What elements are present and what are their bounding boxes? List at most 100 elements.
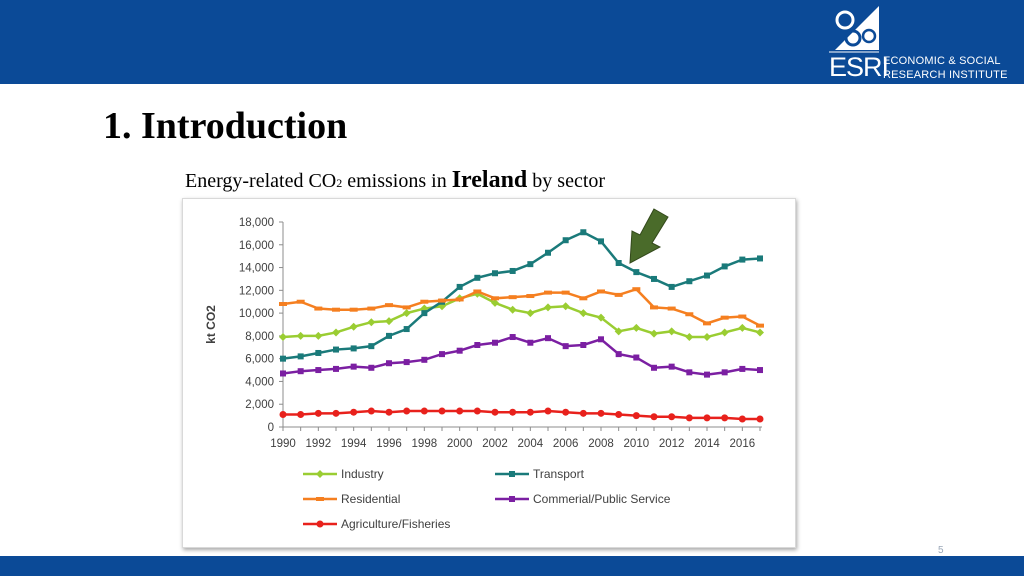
data-point-commerial-public-service	[456, 347, 463, 354]
data-point-transport	[421, 310, 428, 317]
data-point-agriculture-fisheries	[632, 412, 640, 420]
data-point-agriculture-fisheries	[738, 415, 746, 423]
y-tick-label: 0	[268, 422, 274, 434]
legend-marker-industry	[316, 470, 324, 478]
page-number: 5	[938, 545, 944, 556]
legend-label-residential: Residential	[341, 492, 400, 506]
data-point-commerial-public-service	[651, 364, 657, 371]
data-point-transport	[333, 346, 339, 353]
x-tick-label: 2000	[447, 438, 473, 450]
data-point-commerial-public-service	[333, 365, 339, 372]
data-point-commerial-public-service	[757, 367, 763, 374]
data-point-transport	[527, 261, 534, 268]
x-tick-label: 2010	[624, 438, 650, 450]
logo-emblem-icon	[829, 6, 879, 53]
data-point-agriculture-fisheries	[491, 408, 499, 416]
data-point-agriculture-fisheries	[703, 414, 711, 422]
data-point-commerial-public-service	[280, 370, 286, 377]
y-tick-label: 4,000	[245, 376, 274, 388]
data-point-commerial-public-service	[721, 369, 728, 376]
data-point-agriculture-fisheries	[279, 410, 287, 418]
x-tick-label: 2004	[518, 438, 544, 450]
data-point-agriculture-fisheries	[579, 409, 587, 417]
data-point-industry	[650, 329, 658, 338]
data-point-commerial-public-service	[562, 343, 569, 350]
data-point-agriculture-fisheries	[297, 410, 305, 418]
data-point-transport	[474, 274, 481, 281]
data-point-agriculture-fisheries	[509, 408, 517, 416]
logo-abbreviation: ESRI	[829, 52, 889, 82]
emissions-line-chart: 0 2,000 4,000 6,000 8,000 10,000 12,000 14,000 1…	[204, 217, 764, 531]
data-point-transport	[280, 355, 286, 362]
data-point-transport	[651, 275, 657, 282]
data-point-transport	[598, 238, 604, 245]
series-line-agriculture-fisheries	[283, 409, 760, 421]
data-point-commerial-public-service	[527, 339, 534, 346]
data-point-industry	[614, 327, 623, 336]
data-point-industry	[491, 298, 499, 307]
data-point-commerial-public-service	[421, 356, 428, 363]
data-point-commerial-public-service	[474, 342, 481, 348]
data-point-transport	[757, 255, 763, 262]
data-point-commerial-public-service	[598, 336, 604, 343]
data-point-commerial-public-service	[297, 368, 304, 375]
data-point-industry	[367, 318, 376, 327]
data-point-industry	[738, 323, 747, 332]
y-tick-label: 12,000	[239, 285, 274, 297]
data-point-industry	[720, 328, 729, 337]
data-point-agriculture-fisheries	[526, 408, 534, 416]
x-tick-label: 1990	[270, 438, 296, 450]
legend-label-agriculture-fisheries: Agriculture/Fisheries	[341, 517, 450, 531]
subtitle-part-3: by sector	[527, 170, 606, 192]
subtitle-emphasis: Ireland	[451, 167, 528, 193]
data-point-agriculture-fisheries	[562, 408, 570, 416]
data-point-transport	[315, 349, 322, 356]
y-tick-label: 10,000	[239, 308, 274, 320]
data-point-industry	[756, 328, 764, 337]
data-point-agriculture-fisheries	[456, 407, 464, 415]
data-point-industry	[632, 323, 641, 332]
data-point-commerial-public-service	[580, 342, 587, 348]
x-tick-label: 1992	[306, 438, 332, 450]
x-tick-label: 1994	[341, 438, 367, 450]
data-point-transport	[456, 283, 463, 290]
footer-bar	[0, 556, 1024, 576]
data-point-commerial-public-service	[633, 354, 640, 361]
data-point-industry	[314, 331, 323, 340]
legend-label-transport: Transport	[533, 467, 585, 481]
subtitle-part-1: Energy-related CO	[185, 170, 337, 192]
series-line-commerial-public-service	[282, 335, 761, 376]
chart-frame: 0 2,000 4,000 6,000 8,000 10,000 12,000 14,000 1…	[182, 198, 796, 548]
data-point-transport	[350, 345, 357, 352]
data-point-transport	[633, 269, 640, 276]
data-point-industry	[544, 303, 552, 312]
data-point-agriculture-fisheries	[756, 415, 764, 423]
y-tick-label: 6,000	[245, 354, 274, 366]
data-point-agriculture-fisheries	[438, 407, 446, 415]
data-point-industry	[685, 333, 694, 342]
series-line-industry	[282, 292, 761, 339]
chart-subtitle: Energy-related CO2 emissions in Ireland …	[185, 167, 605, 194]
data-point-transport	[562, 237, 569, 244]
data-point-commerial-public-service	[315, 367, 322, 374]
series-line-residential	[282, 287, 761, 327]
data-point-industry	[402, 309, 411, 318]
legend-label-commerial-public-service: Commerial/Public Service	[533, 492, 671, 506]
data-point-industry	[508, 305, 517, 314]
x-tick-label: 2006	[553, 438, 579, 450]
y-axis-label: kt CO2	[204, 305, 218, 344]
data-point-industry	[667, 327, 676, 336]
data-point-transport	[615, 260, 622, 266]
y-tick-label: 2,000	[245, 399, 274, 411]
data-point-transport	[386, 332, 392, 339]
data-point-commerial-public-service	[704, 371, 710, 378]
logo-line-1: ECONOMIC & SOCIAL	[883, 55, 1001, 67]
data-point-agriculture-fisheries	[403, 407, 411, 415]
y-tick-label: 16,000	[239, 240, 274, 252]
legend-marker-transport	[509, 471, 515, 477]
data-point-transport	[721, 263, 728, 270]
data-point-agriculture-fisheries	[597, 409, 605, 417]
data-point-transport	[403, 326, 410, 333]
data-point-industry	[296, 331, 305, 340]
data-point-agriculture-fisheries	[668, 413, 676, 421]
